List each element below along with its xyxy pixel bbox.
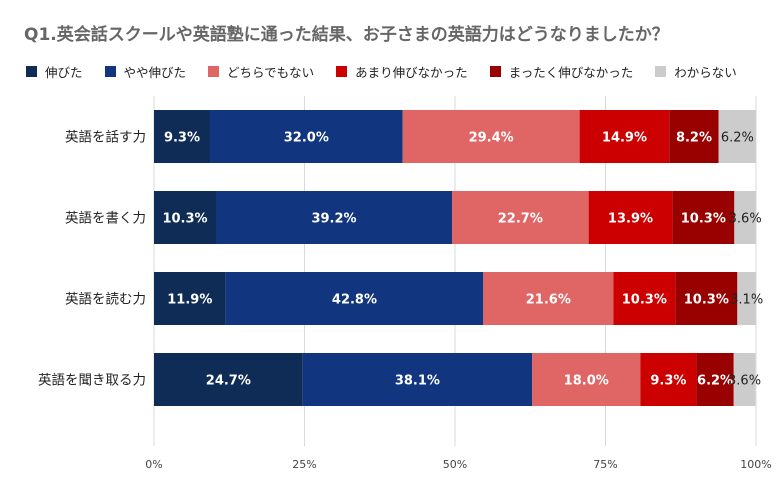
- data-label: 9.3%: [164, 131, 200, 146]
- data-label: 24.7%: [206, 374, 251, 389]
- legend-label: やや伸びた: [123, 65, 187, 80]
- legend-item: あまり伸びなかった: [336, 62, 468, 81]
- bar-segment: [718, 110, 756, 163]
- legend-swatch: [655, 66, 667, 77]
- bar-segment: [532, 353, 641, 406]
- data-label: 38.1%: [395, 374, 440, 389]
- bar-segment: [579, 110, 670, 163]
- x-tick-label: 25%: [292, 458, 316, 471]
- legend-item: 伸びた: [26, 62, 83, 81]
- legend: 伸びた やや伸びた どちらでもない あまり伸びなかった まったく伸びなかった わからない: [26, 62, 759, 81]
- legend-swatch: [336, 66, 348, 77]
- bar-segment: [483, 272, 614, 325]
- bar-segment: [588, 191, 673, 244]
- category-label: 英語を聞き取る力: [38, 372, 146, 389]
- x-tick-label: 50%: [443, 458, 467, 471]
- legend-label: どちらでもない: [227, 65, 315, 80]
- bar-segment: [696, 353, 734, 406]
- bar-segment: [154, 353, 303, 406]
- bar-segment: [672, 191, 735, 244]
- legend-label: 伸びた: [45, 65, 83, 80]
- data-label: 6.2%: [697, 374, 733, 389]
- data-label: 18.0%: [564, 374, 609, 389]
- legend-swatch: [208, 66, 220, 77]
- data-label: 42.8%: [332, 293, 377, 308]
- legend-label: まったく伸びなかった: [508, 65, 634, 80]
- legend-item: どちらでもない: [208, 62, 314, 81]
- data-label: 21.6%: [526, 293, 571, 308]
- bar-segment: [154, 191, 217, 244]
- bar-segment: [302, 353, 533, 406]
- x-tick-label: 0%: [145, 458, 162, 471]
- bar-segment: [613, 272, 676, 325]
- data-label: 9.3%: [650, 374, 686, 389]
- bar-segment: [154, 110, 210, 163]
- x-tick-label: 100%: [740, 458, 771, 471]
- data-label: 3.6%: [729, 212, 762, 227]
- data-label: 6.2%: [721, 131, 754, 146]
- data-label: 39.2%: [311, 212, 356, 227]
- legend-item: やや伸びた: [104, 62, 187, 81]
- bar-segment: [225, 272, 484, 325]
- legend-label: あまり伸びなかった: [355, 65, 468, 80]
- bar-segment: [402, 110, 580, 163]
- data-label: 10.3%: [684, 293, 729, 308]
- legend-item: わからない: [655, 62, 737, 81]
- data-label: 14.9%: [602, 131, 647, 146]
- bar-segment: [669, 110, 719, 163]
- category-label: 英語を書く力: [65, 210, 146, 227]
- data-label: 22.7%: [498, 212, 543, 227]
- legend-swatch: [26, 66, 37, 77]
- bar-segment: [675, 272, 738, 325]
- bar-segment: [733, 353, 756, 406]
- data-label: 10.3%: [681, 212, 726, 227]
- chart-title: Q1.英会話スクールや英語塾に通った結果、お子さまの英語力はどうなりましたか？: [24, 25, 669, 45]
- legend-swatch: [104, 66, 116, 77]
- data-label: 13.9%: [608, 212, 653, 227]
- bar-segment: [209, 110, 403, 163]
- bar-segment: [451, 191, 589, 244]
- bar-segment: [154, 272, 226, 325]
- data-label: 32.0%: [284, 131, 329, 146]
- bar-segment: [734, 191, 756, 244]
- bar-segment: [216, 191, 452, 244]
- category-label: 英語を読む力: [65, 291, 146, 308]
- data-label: 3.6%: [728, 374, 761, 389]
- data-label: 10.3%: [622, 293, 667, 308]
- data-label: 8.2%: [676, 131, 712, 146]
- data-label: 3.1%: [730, 293, 763, 308]
- legend-label: わからない: [674, 65, 737, 80]
- data-label: 11.9%: [167, 293, 212, 308]
- data-label: 29.4%: [469, 131, 514, 146]
- legend-item: まったく伸びなかった: [489, 62, 634, 81]
- bar-segment: [737, 272, 756, 325]
- bar-segment: [640, 353, 697, 406]
- legend-swatch: [489, 66, 501, 77]
- data-label: 10.3%: [162, 212, 207, 227]
- category-label: 英語を話す力: [65, 129, 146, 146]
- x-tick-label: 75%: [593, 458, 617, 471]
